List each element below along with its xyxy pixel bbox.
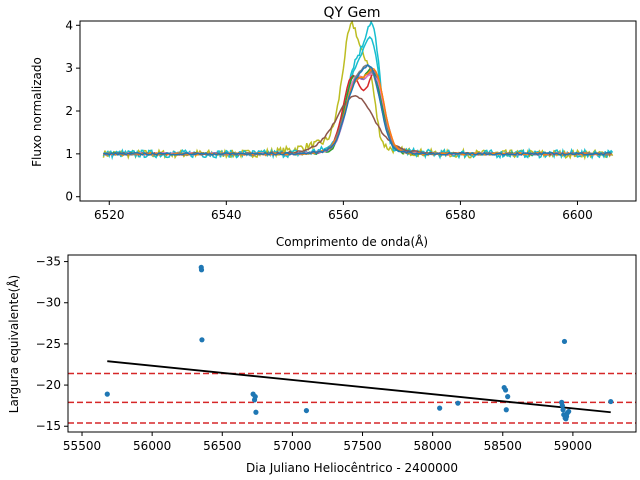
bottom-x-tick-label: 59000	[554, 439, 592, 453]
top-x-axis-label: Comprimento de onda(Å)	[276, 234, 428, 249]
spectra-panel: QY Gem 6520 6540 6560 6580 6600 0 1 2 3 4 Compri…	[30, 5, 637, 249]
top-x-tick-label: 6560	[328, 208, 359, 222]
top-x-tick-label: 6520	[94, 208, 125, 222]
top-x-tick-label: 6580	[445, 208, 476, 222]
bottom-x-tick-label: 56500	[203, 439, 241, 453]
top-title: QY Gem	[323, 5, 380, 21]
top-y-tick-label: 4	[65, 18, 73, 32]
bottom-y-tick-label: −25	[36, 337, 61, 351]
top-x-ticks: 6520 6540 6560 6580 6600	[94, 201, 593, 222]
data-point	[252, 394, 258, 400]
bottom-x-tick-label: 58000	[414, 439, 452, 453]
top-y-tick-label: 1	[65, 147, 73, 161]
data-point	[505, 394, 511, 400]
top-y-tick-label: 0	[65, 190, 73, 204]
data-point	[303, 407, 310, 414]
bottom-x-axis-label: Dia Juliano Heliocêntrico - 2400000	[246, 461, 458, 475]
reference-lines	[68, 372, 636, 424]
data-point	[561, 338, 568, 345]
bottom-x-tick-label: 57500	[343, 439, 381, 453]
bottom-y-tick-label: −20	[36, 378, 61, 392]
top-y-tick-label: 3	[65, 61, 73, 75]
top-x-tick-label: 6540	[211, 208, 242, 222]
bottom-y-tick-label: −35	[36, 255, 61, 269]
bottom-y-ticks: −15 −20 −25 −30 −35	[36, 255, 68, 433]
data-points	[104, 264, 614, 422]
bottom-y-axis-label: Largura equivalente(Å)	[6, 275, 21, 413]
bottom-x-tick-label: 58500	[484, 439, 522, 453]
spectrum-line-11	[103, 63, 612, 156]
data-point	[455, 400, 461, 406]
bottom-x-tick-label: 55500	[63, 439, 101, 453]
top-x-tick-label: 6600	[562, 208, 593, 222]
data-point	[559, 403, 565, 409]
top-y-axis-label: Fluxo normalizado	[30, 57, 44, 167]
trend-line-segment	[107, 360, 611, 414]
bottom-y-tick-label: −30	[36, 296, 61, 310]
bottom-x-ticks: 55500 56000 56500 57000 57500 58000 58500 59000	[63, 432, 592, 453]
data-point	[503, 407, 509, 413]
spectra-lines	[102, 20, 614, 161]
trend-line	[107, 360, 611, 414]
bottom-y-tick-label: −15	[36, 419, 61, 433]
equivalent-width-panel: 55500 56000 56500 57000 57500 58000 58500 59000…	[6, 254, 637, 475]
data-point	[199, 337, 205, 343]
data-point	[502, 387, 509, 393]
data-point	[437, 405, 443, 411]
data-point	[608, 398, 614, 405]
data-point	[566, 408, 572, 415]
data-point	[253, 409, 259, 415]
bottom-x-tick-label: 57000	[273, 439, 311, 453]
top-y-ticks: 0 1 2 3 4	[65, 18, 80, 204]
bottom-x-tick-label: 56000	[133, 439, 171, 453]
data-point	[104, 391, 110, 397]
data-point	[560, 407, 566, 413]
data-point	[198, 267, 205, 273]
top-y-tick-label: 2	[65, 104, 73, 118]
